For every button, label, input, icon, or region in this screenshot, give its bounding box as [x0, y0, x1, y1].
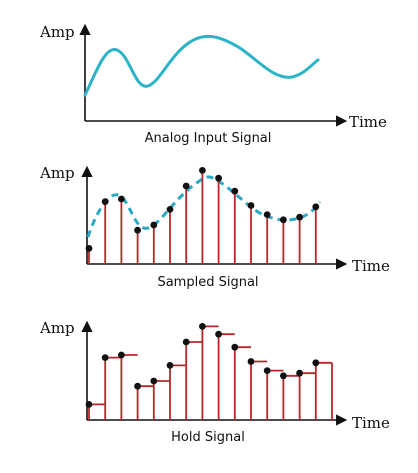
sample-point: [296, 213, 303, 221]
sampled-caption: Sampled Signal: [157, 275, 258, 290]
hold-steps: [88, 325, 333, 420]
analog-panel: Amp Time Analog Input Signal: [39, 23, 387, 146]
hold-point: [312, 359, 320, 367]
sample-point: [118, 195, 125, 203]
sample-point: [150, 221, 158, 229]
sampled-dots: [85, 167, 320, 252]
sample-point: [312, 203, 320, 211]
hold-point: [280, 372, 287, 380]
analog-caption: Analog Input Signal: [145, 131, 272, 146]
analog-wave: [83, 34, 320, 97]
hold-point: [296, 369, 303, 377]
sample-point: [166, 206, 174, 213]
sampled-panel: Amp Time Sampled Signal: [39, 164, 390, 290]
hold-x-label: Time: [352, 414, 390, 432]
sample-point: [182, 182, 190, 190]
hold-point: [85, 401, 93, 408]
hold-point: [166, 362, 174, 369]
hold-point: [150, 377, 158, 385]
hold-point: [199, 323, 206, 330]
sample-point: [85, 245, 93, 252]
analog-y-label: Amp: [39, 23, 75, 41]
hold-point: [134, 382, 142, 390]
sample-point: [134, 226, 142, 234]
sampled-y-label: Amp: [39, 164, 75, 182]
sample-point: [101, 198, 109, 206]
hold-caption: Hold Signal: [171, 430, 245, 445]
sample-point: [231, 187, 239, 195]
hold-panel: Amp Time Hold Signal: [39, 319, 390, 445]
sampled-wave-dashed: [86, 175, 322, 238]
sample-point: [215, 174, 223, 182]
analog-x-label: Time: [349, 113, 387, 131]
hold-point: [263, 367, 271, 374]
sample-point: [247, 202, 255, 209]
sampled-x-label: Time: [352, 257, 390, 275]
hold-point: [215, 330, 223, 338]
sample-point: [280, 216, 287, 224]
sample-point: [263, 211, 271, 219]
hold-y-label: Amp: [39, 319, 75, 337]
sampled-stems: [88, 170, 317, 264]
hold-dots: [85, 323, 320, 408]
hold-point: [182, 338, 190, 346]
sample-point: [199, 167, 206, 174]
hold-point: [231, 343, 239, 351]
hold-point: [101, 354, 109, 361]
hold-point: [118, 351, 125, 359]
hold-point: [247, 358, 255, 365]
